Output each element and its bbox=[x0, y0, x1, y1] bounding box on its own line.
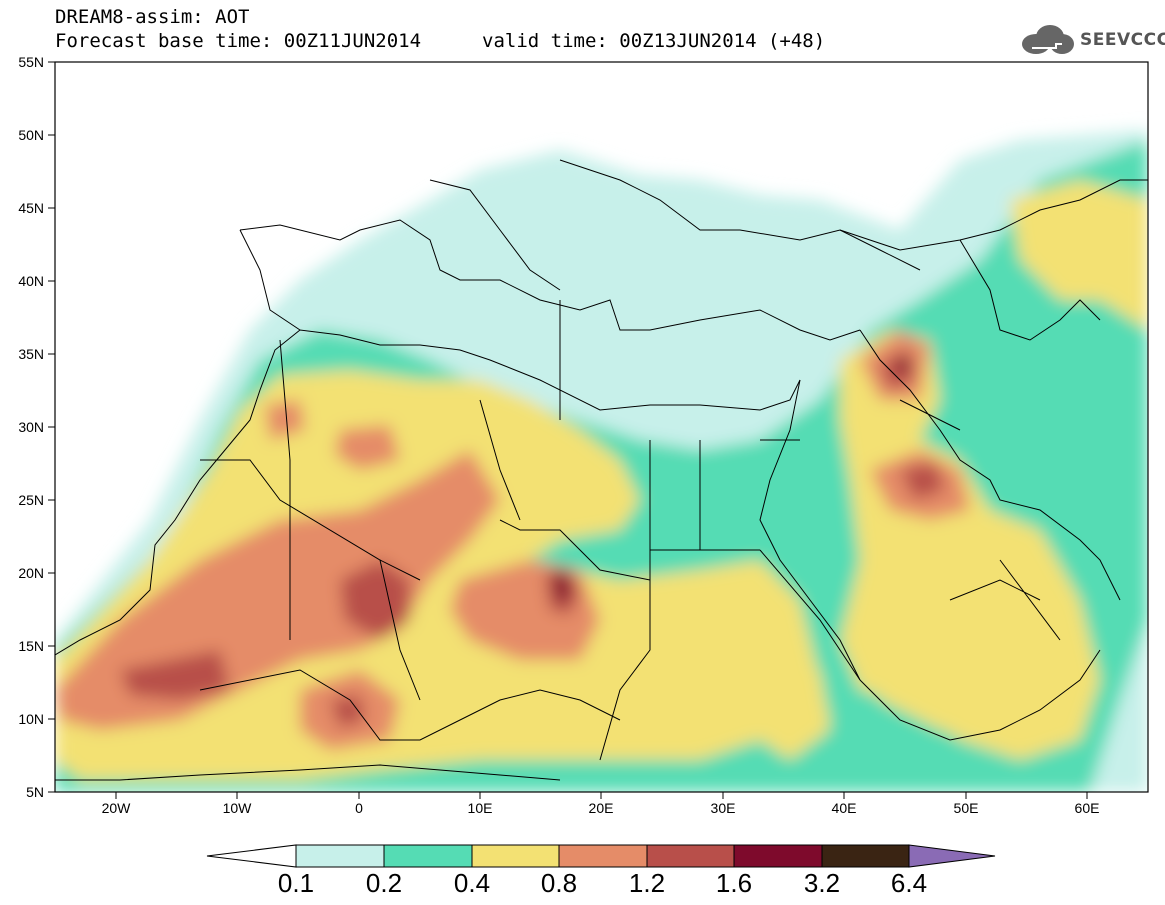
colorbar-over-arrow bbox=[908, 844, 996, 868]
lon-label: 60E bbox=[1075, 800, 1100, 816]
colorbar-label: 0.2 bbox=[365, 868, 403, 898]
cloud-icon bbox=[1022, 25, 1074, 54]
lat-label: 25N bbox=[18, 492, 44, 508]
lon-label: 0 bbox=[355, 800, 363, 816]
lat-label: 35N bbox=[18, 346, 44, 362]
lat-label: 45N bbox=[18, 200, 44, 216]
lon-label: 10W bbox=[223, 800, 253, 816]
colorbar-bin bbox=[471, 844, 560, 868]
logo-text: SEEVCCC bbox=[1080, 30, 1165, 50]
colorbar bbox=[206, 844, 996, 868]
lon-label: 40E bbox=[832, 800, 857, 816]
colorbar-label: 3.2 bbox=[803, 868, 841, 898]
lon-label: 20W bbox=[102, 800, 132, 816]
colorbar-bin bbox=[295, 844, 385, 868]
valid-time: valid time: 00Z13JUN2014 (+48) bbox=[482, 30, 826, 52]
lon-label: 30E bbox=[711, 800, 736, 816]
seevccc-logo: SEEVCCC bbox=[1018, 22, 1165, 58]
lat-label: 10N bbox=[18, 711, 44, 727]
lat-label: 55N bbox=[18, 54, 44, 70]
colorbar-label: 1.2 bbox=[628, 868, 666, 898]
colorbar-label: 6.4 bbox=[890, 868, 928, 898]
map-title: DREAM8-assim: AOT bbox=[55, 6, 250, 28]
lon-label: 50E bbox=[954, 800, 979, 816]
colorbar-label: 0.8 bbox=[540, 868, 578, 898]
coastlines bbox=[55, 159, 1148, 781]
forecast-base-time: Forecast base time: 00Z11JUN2014 bbox=[55, 30, 422, 52]
colorbar-bin bbox=[558, 844, 648, 868]
lon-label: 20E bbox=[589, 800, 614, 816]
lat-label: 5N bbox=[26, 784, 44, 800]
colorbar-bin bbox=[733, 844, 823, 868]
colorbar-label: 1.6 bbox=[715, 868, 753, 898]
lat-label: 40N bbox=[18, 273, 44, 289]
colorbar-label: 0.4 bbox=[453, 868, 491, 898]
lat-label: 30N bbox=[18, 419, 44, 435]
colorbar-bin bbox=[383, 844, 473, 868]
lon-axis: 20W 10W 0 10E 20E 30E 40E 50E 60E bbox=[102, 792, 1100, 816]
colorbar-bin bbox=[821, 844, 910, 868]
lat-label: 50N bbox=[18, 127, 44, 143]
lat-label: 20N bbox=[18, 565, 44, 581]
lon-label: 10E bbox=[468, 800, 493, 816]
colorbar-under-arrow bbox=[206, 844, 297, 868]
aot-field bbox=[55, 62, 1148, 792]
lat-axis: 55N 50N 45N 40N 35N 30N 25N 20N 15N 10N … bbox=[18, 54, 55, 800]
colorbar-bin bbox=[646, 844, 735, 868]
colorbar-label: 0.1 bbox=[277, 868, 315, 898]
lat-label: 15N bbox=[18, 638, 44, 654]
